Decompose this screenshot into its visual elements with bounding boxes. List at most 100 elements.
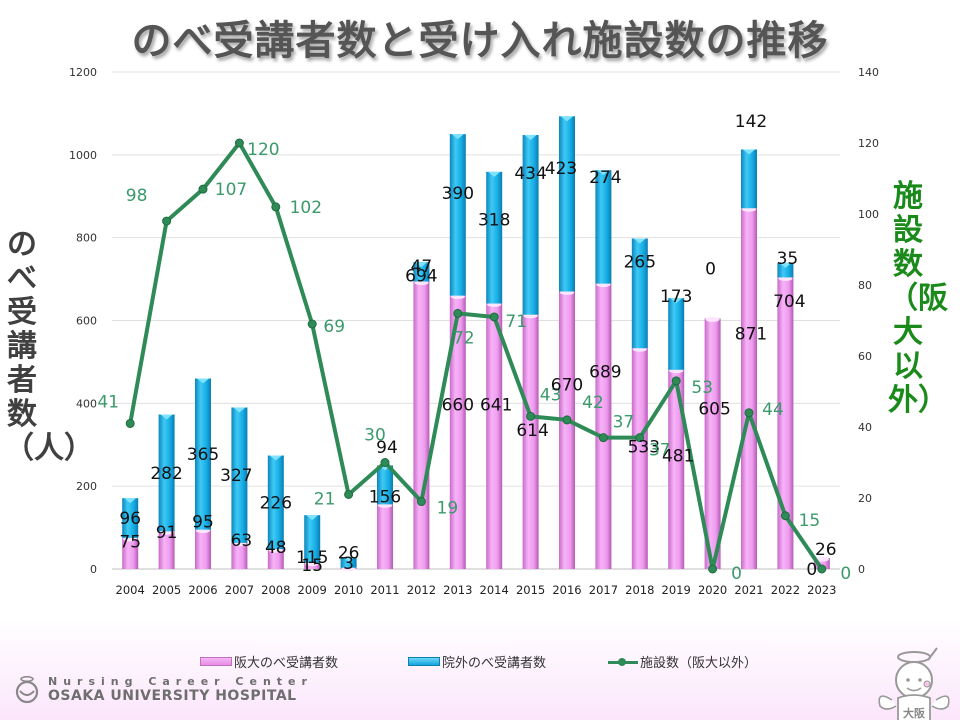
x-tick-label: 2018 — [625, 583, 654, 597]
data-label-handai: 605 — [698, 400, 730, 420]
bar-ingai-cap — [415, 262, 428, 268]
bar-handai — [231, 542, 248, 569]
x-tick-label: 2008 — [261, 583, 290, 597]
data-label-facilities: 44 — [762, 400, 784, 420]
line-point — [380, 458, 390, 467]
data-label-facilities: 71 — [505, 312, 527, 332]
bar-handai — [158, 531, 175, 569]
bar-ingai — [340, 556, 357, 568]
bar-handai — [813, 558, 830, 569]
bar-ingai — [158, 414, 175, 532]
bar-handai — [267, 549, 284, 569]
x-tick-label: 2009 — [298, 583, 327, 597]
data-label-facilities: 0 — [840, 564, 851, 584]
data-label-ingai: 35 — [777, 249, 799, 269]
data-label-facilities: 69 — [323, 317, 345, 337]
data-label-handai: 641 — [480, 395, 512, 415]
x-tick-label: 2012 — [407, 583, 436, 597]
data-label-ingai: 423 — [545, 159, 577, 179]
bar-ingai — [195, 378, 211, 530]
bar-ingai-cap — [233, 407, 246, 413]
line-point — [526, 411, 536, 421]
x-tick-label: 2006 — [188, 583, 217, 597]
line-point — [344, 489, 354, 499]
data-label-ingai: 327 — [220, 466, 252, 486]
data-label-ingai: 318 — [478, 211, 510, 231]
line-point — [780, 511, 790, 521]
legend-swatch-blue — [408, 657, 440, 666]
data-label-handai: 0 — [806, 560, 817, 580]
bar-ingai — [231, 407, 248, 543]
bar-ingai — [449, 134, 466, 296]
data-label-facilities: 72 — [453, 328, 475, 348]
bar-ingai-cap — [124, 498, 137, 504]
footer-logo: Nursing Career Center OSAKA UNIVERSITY H… — [14, 675, 313, 704]
data-label-handai: 614 — [516, 421, 548, 441]
data-label-handai: 670 — [551, 375, 583, 395]
data-label-ingai: 274 — [589, 168, 621, 188]
data-label-handai: 95 — [192, 512, 214, 532]
data-label-facilities: 41 — [97, 392, 119, 412]
data-label-facilities: 120 — [247, 140, 279, 160]
data-label-handai: 704 — [773, 292, 805, 312]
y2-tick-label: 100 — [858, 208, 879, 221]
y2-tick-label: 0 — [858, 563, 865, 576]
legend-item-ingai: 院外のべ受講者数 — [408, 652, 546, 671]
x-tick-label: 2017 — [589, 583, 618, 597]
x-tick-label: 2013 — [443, 583, 472, 597]
bar-handai — [777, 277, 794, 569]
data-label-facilities: 30 — [364, 426, 386, 446]
data-label-facilities: 15 — [799, 511, 821, 531]
data-label-ingai: 47 — [411, 257, 433, 277]
bar-ingai-cap — [306, 515, 319, 521]
bar-ingai — [559, 116, 575, 292]
y2-tick-label: 140 — [858, 66, 879, 79]
line-point — [598, 433, 608, 443]
data-label-ingai: 365 — [187, 445, 219, 465]
data-label-handai: 48 — [265, 538, 287, 558]
legend-item-handai: 阪大のべ受講者数 — [200, 652, 338, 671]
line-point — [708, 564, 718, 574]
data-label-ingai: 0 — [705, 259, 716, 279]
data-label-facilities: 102 — [290, 198, 322, 218]
line-facilities — [128, 141, 824, 571]
x-tick-label: 2007 — [225, 583, 254, 597]
line-point — [162, 216, 172, 226]
mascot-badge: 大阪 — [903, 706, 926, 720]
data-label-facilities: 37 — [649, 441, 671, 461]
bar-ingai — [486, 171, 503, 304]
bar-handai — [704, 318, 721, 569]
bar-handai — [195, 529, 211, 569]
line-point — [489, 312, 499, 322]
bar-ingai-cap — [451, 134, 464, 140]
line-point — [817, 564, 827, 574]
data-label-handai: 15 — [301, 556, 323, 576]
x-tick-label: 2014 — [480, 583, 509, 597]
bar-ingai — [122, 498, 139, 538]
line-point — [271, 202, 281, 212]
x-tick-label: 2019 — [662, 583, 691, 597]
chart-legend: 阪大のべ受講者数 院外のべ受講者数 施設数（阪大以外） — [200, 652, 800, 672]
footer-line2: OSAKA UNIVERSITY HOSPITAL — [48, 688, 297, 704]
y-tick-label: 800 — [76, 232, 97, 245]
bar-ingai-cap — [670, 298, 683, 304]
bar-ingai-cap — [160, 414, 173, 420]
bar-handai — [559, 291, 575, 569]
bar-handai — [449, 295, 466, 569]
data-label-facilities: 42 — [582, 393, 604, 413]
y2-tick-label: 60 — [858, 350, 872, 363]
x-tick-label: 2005 — [152, 583, 181, 597]
y2-tick-label: 20 — [858, 492, 872, 505]
bar-ingai-cap — [342, 556, 355, 562]
data-label-ingai: 265 — [624, 252, 656, 272]
x-tick-label: 2020 — [698, 583, 727, 597]
bar-ingai — [741, 149, 757, 209]
legend-swatch-line — [608, 656, 638, 668]
y2-tick-label: 120 — [858, 137, 879, 150]
bar-ingai-cap — [743, 149, 755, 155]
legend-swatch-pink — [200, 657, 232, 666]
slide-title: のべ受講者数と受け入れ施設数の推移 — [131, 18, 829, 64]
bar-ingai — [668, 298, 685, 370]
data-label-ingai: 434 — [514, 164, 546, 184]
bar-ingai-cap — [488, 171, 501, 177]
